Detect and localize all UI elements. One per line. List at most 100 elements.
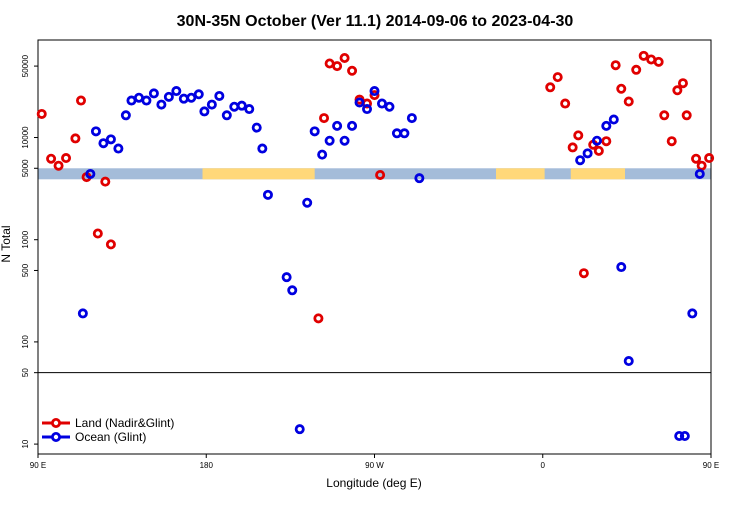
data-point — [631, 64, 642, 75]
data-point — [324, 135, 335, 146]
data-point — [319, 113, 330, 124]
data-point — [679, 431, 690, 442]
data-point — [61, 153, 72, 164]
data-point — [339, 135, 350, 146]
data-point — [244, 104, 255, 115]
data-point — [193, 89, 204, 100]
data-point — [691, 153, 702, 164]
data-point — [347, 120, 358, 131]
data-point — [567, 142, 578, 153]
data-point — [399, 128, 410, 139]
legend-label-ocean: Ocean (Glint) — [75, 430, 146, 444]
x-tick-label: 0 — [541, 461, 546, 470]
y-tick-label: 1000 — [21, 230, 30, 248]
legend-item-ocean: Ocean (Glint) — [42, 430, 146, 444]
data-point — [406, 113, 417, 124]
data-point — [199, 106, 210, 117]
legend-swatch-marker-ocean — [51, 431, 62, 442]
data-point — [120, 110, 131, 121]
data-point — [90, 126, 101, 137]
data-point — [36, 108, 47, 119]
y-tick-label: 50000 — [21, 54, 30, 77]
legend-item-land: Land (Nadir&Glint) — [42, 416, 174, 430]
data-point — [221, 110, 232, 121]
data-point — [186, 92, 197, 103]
data-point — [171, 86, 182, 97]
data-point — [236, 100, 247, 111]
y-tick-label: 5000 — [21, 159, 30, 177]
series-ocean — [77, 86, 705, 442]
y-axis: 10 50 100 500 1000 5000 10000 50000 — [21, 54, 38, 449]
data-point — [287, 285, 298, 296]
x-tick-label: 180 — [200, 461, 214, 470]
data-point — [696, 160, 707, 171]
x-tick-label: 90 W — [365, 461, 384, 470]
data-point — [362, 104, 373, 115]
data-point — [674, 431, 685, 442]
x-tick-label: 90 E — [703, 461, 719, 470]
data-point — [354, 97, 365, 108]
data-point — [92, 228, 103, 239]
data-point — [98, 138, 109, 149]
land-ocean-band — [38, 168, 711, 180]
data-point — [659, 110, 670, 121]
data-point — [294, 424, 305, 435]
data-point — [369, 90, 380, 101]
data-point — [332, 120, 343, 131]
data-point — [113, 143, 124, 154]
data-point — [302, 197, 313, 208]
data-point — [677, 78, 688, 89]
data-point — [77, 308, 88, 319]
x-tick-label: 90 E — [30, 461, 46, 470]
data-point — [206, 99, 217, 110]
data-point — [163, 91, 174, 102]
ocean-band — [38, 168, 711, 180]
data-point — [610, 60, 621, 71]
data-point — [601, 136, 612, 147]
data-point — [105, 134, 116, 145]
data-point — [214, 90, 225, 101]
data-point — [545, 82, 556, 93]
data-point — [46, 153, 57, 164]
data-point — [593, 145, 604, 156]
data-point — [694, 168, 705, 179]
chart-title: 30N-35N October (Ver 11.1) 2014-09-06 to… — [177, 13, 574, 30]
data-point — [313, 313, 324, 324]
data-point — [552, 72, 563, 83]
data-point — [582, 148, 593, 159]
y-tick-label: 500 — [21, 263, 30, 277]
y-tick-label: 100 — [21, 335, 30, 349]
data-point — [262, 189, 273, 200]
data-point — [376, 98, 387, 109]
data-point — [53, 160, 64, 171]
series-land — [36, 50, 715, 324]
y-tick-label: 10000 — [21, 126, 30, 149]
data-point — [309, 126, 320, 137]
data-point — [573, 130, 584, 141]
data-point — [638, 50, 649, 61]
data-point — [616, 262, 627, 273]
x-axis: 90 E 180 90 W 0 90 E — [30, 454, 719, 470]
data-points — [36, 50, 715, 442]
data-point — [257, 143, 268, 154]
data-point — [575, 155, 586, 166]
data-point — [281, 272, 292, 283]
data-point — [666, 136, 677, 147]
data-point — [251, 122, 262, 133]
data-point — [653, 56, 664, 67]
data-point — [623, 356, 634, 367]
data-point — [347, 65, 358, 76]
data-point — [75, 95, 86, 106]
data-point — [105, 239, 116, 250]
y-tick-label: 10 — [21, 439, 30, 448]
y-axis-label: N Total — [0, 225, 13, 262]
legend-swatch-marker-land — [51, 417, 62, 428]
data-point — [229, 101, 240, 112]
data-point — [141, 95, 152, 106]
data-point — [687, 308, 698, 319]
data-point — [591, 135, 602, 146]
data-point — [317, 149, 328, 160]
data-point — [369, 86, 380, 97]
